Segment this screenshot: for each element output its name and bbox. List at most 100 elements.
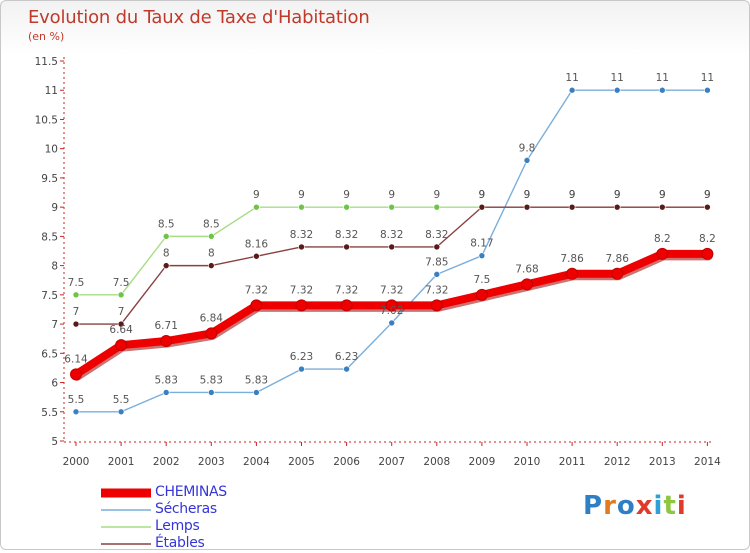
data-point xyxy=(72,291,80,299)
data-point xyxy=(160,335,173,348)
data-label: 8 xyxy=(163,248,170,260)
data-point xyxy=(253,389,260,396)
y-tick-label: 7 xyxy=(51,319,58,331)
data-label: 5.5 xyxy=(113,394,130,406)
legend-label: Lemps xyxy=(155,518,200,534)
y-tick-label: 9 xyxy=(51,202,58,214)
y-tick-label: 9.5 xyxy=(41,173,58,185)
y-tick-label: 5.5 xyxy=(41,407,58,419)
data-point xyxy=(162,389,170,396)
data-label: 8.17 xyxy=(470,238,493,250)
data-point xyxy=(704,203,711,211)
data-label: 7.5 xyxy=(113,277,130,289)
data-point xyxy=(208,233,215,240)
data-label: 9 xyxy=(659,189,666,201)
data-point xyxy=(253,252,260,260)
data-label: 7 xyxy=(118,306,125,318)
data-point xyxy=(388,319,396,327)
data-label: 5.83 xyxy=(200,374,223,386)
data-label: 9 xyxy=(614,189,621,201)
data-point xyxy=(388,243,396,251)
x-tick-label: 2002 xyxy=(153,456,180,468)
legend-label: Étables xyxy=(155,535,205,551)
series-secheras xyxy=(72,86,711,416)
data-point xyxy=(208,262,215,269)
data-label: 8.2 xyxy=(654,233,671,245)
data-point xyxy=(343,243,350,251)
data-label: 11 xyxy=(656,72,669,84)
data-label: 7.32 xyxy=(245,284,268,296)
proxiti-logo: Proxiti xyxy=(583,491,687,521)
data-point xyxy=(70,368,82,381)
data-point xyxy=(343,203,350,211)
data-label: 9 xyxy=(569,189,576,201)
data-label: 6.84 xyxy=(200,312,224,324)
data-point xyxy=(205,327,218,340)
data-point xyxy=(388,203,396,211)
data-label: 8.32 xyxy=(335,229,358,241)
x-tick-label: 2001 xyxy=(108,456,135,468)
y-tick-label: 6.5 xyxy=(41,348,58,360)
logo-letter: t xyxy=(663,491,677,521)
x-tick-label: 2003 xyxy=(198,456,225,468)
legend-label: Sécheras xyxy=(155,501,217,517)
data-label: 5.83 xyxy=(155,374,178,386)
data-point xyxy=(658,86,666,94)
axes: 5 5.5 6 6.5 7 7.5 8 8.5 9 9.5 10 10.5 11 11.5 2000 2001… xyxy=(35,56,721,468)
data-label: 7.86 xyxy=(606,253,630,265)
x-tick-label: 2000 xyxy=(63,456,90,468)
data-point xyxy=(566,267,579,280)
data-label: 7.68 xyxy=(515,263,538,275)
chart-title: Evolution du Taux de Taxe d'Habitation xyxy=(28,7,370,28)
data-label: 7.86 xyxy=(560,253,584,265)
data-point xyxy=(298,203,305,211)
data-label: 9 xyxy=(298,189,305,201)
y-tick-label: 8 xyxy=(51,261,58,273)
data-labels-layer: 5.5 5.5 5.83 5.83 5.83 6.23 6.23 7.02 7.85 8.17 9.… xyxy=(64,72,715,406)
data-label: 9 xyxy=(343,189,350,201)
series-layer xyxy=(70,86,714,416)
data-label: 7 xyxy=(73,306,80,318)
data-point xyxy=(253,203,260,211)
data-point xyxy=(523,157,531,164)
data-label: 9 xyxy=(569,189,576,201)
series-cheminas xyxy=(70,247,714,381)
logo-letter: r xyxy=(603,491,617,521)
data-label: 7.32 xyxy=(335,284,358,296)
data-label: 6.14 xyxy=(64,353,88,365)
data-point xyxy=(611,267,624,280)
data-label: 5.5 xyxy=(68,394,85,406)
x-tick-label: 2009 xyxy=(469,456,496,468)
legend-swatch xyxy=(101,526,151,528)
data-point xyxy=(656,247,669,260)
x-tick-label: 2007 xyxy=(378,456,405,468)
data-label: 9 xyxy=(659,189,666,201)
data-label: 7.5 xyxy=(68,277,85,289)
data-point xyxy=(613,86,621,94)
y-tick-label: 8.5 xyxy=(41,231,58,243)
data-label: 7.32 xyxy=(290,284,313,296)
data-point xyxy=(613,203,621,211)
data-point xyxy=(523,203,531,211)
data-point xyxy=(250,299,263,312)
data-label: 6.23 xyxy=(335,351,358,363)
data-point xyxy=(475,288,488,301)
data-label: 8.2 xyxy=(699,233,716,245)
data-label: 9 xyxy=(253,189,260,201)
data-point xyxy=(117,408,125,416)
data-label: 8.5 xyxy=(158,218,175,230)
data-label: 6.64 xyxy=(109,324,133,336)
y-tick-label: 11 xyxy=(45,85,58,97)
legend-label: CHEMINAS xyxy=(155,484,227,500)
data-label: 8 xyxy=(208,248,215,260)
data-label: 9 xyxy=(479,189,486,201)
data-point xyxy=(343,365,350,373)
data-point xyxy=(72,408,80,416)
data-label: 6.71 xyxy=(155,320,178,332)
data-label: 8.16 xyxy=(245,238,269,250)
legend-swatch xyxy=(101,543,151,545)
data-label: 9 xyxy=(524,189,531,201)
y-tick-label: 7.5 xyxy=(41,290,58,302)
x-tick-label: 2005 xyxy=(288,456,315,468)
